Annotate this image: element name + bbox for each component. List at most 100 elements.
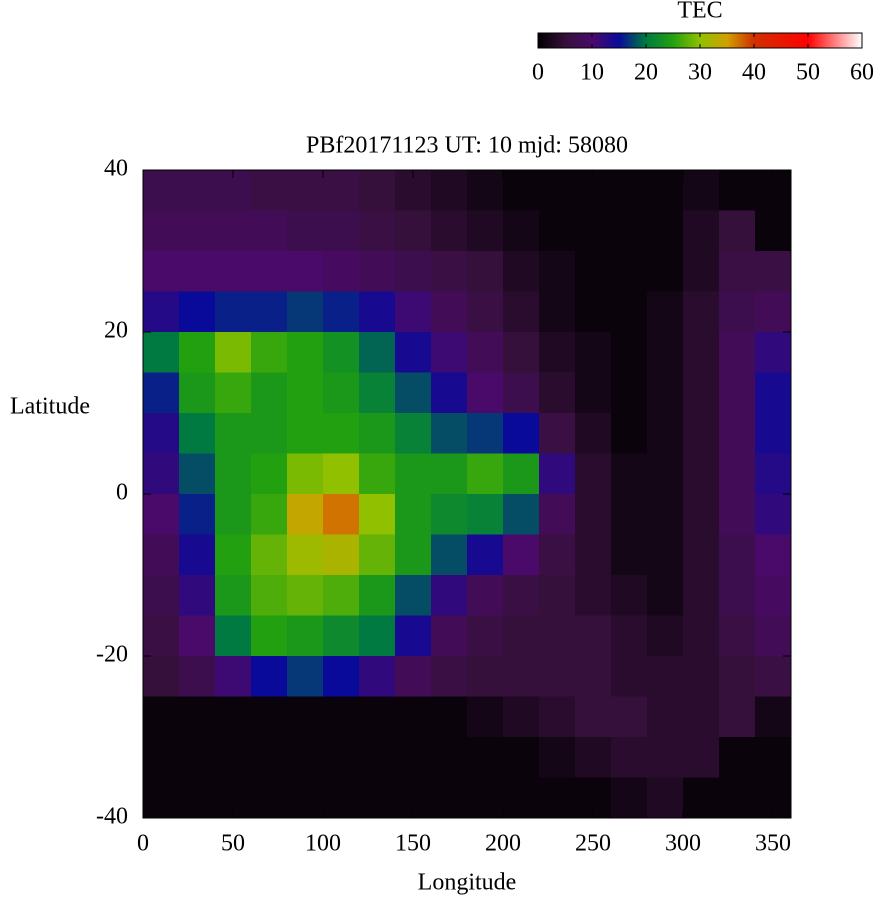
heatmap-cell [683,251,720,292]
heatmap-cell [179,615,216,657]
heatmap-cell [179,413,216,454]
heatmap-cell [503,656,540,697]
heatmap-cell [647,656,684,697]
heatmap-cell [539,737,576,778]
heatmap-cell [503,170,540,211]
y-axis-label: Latitude [10,394,90,420]
x-tick-label: 200 [485,831,521,857]
colorbar-label: TEC [677,0,722,24]
heatmap-cell [431,372,468,414]
heatmap-cell [251,575,288,616]
heatmap-cell [467,777,504,819]
heatmap-cell [611,534,648,576]
heatmap-cell [539,413,576,454]
heatmap-cell [575,210,612,252]
heatmap-cell [359,737,396,778]
heatmap-cell [215,615,252,657]
heatmap-cell [251,170,288,211]
heatmap-cell [143,170,180,211]
heatmap-cell [287,453,324,495]
heatmap-cell [395,372,432,414]
heatmap-cell [359,291,396,333]
heatmap-cell [287,494,324,535]
y-tick-label: -40 [96,804,128,830]
heatmap-cell [359,170,396,211]
heatmap-cell [647,615,684,657]
colorbar-tick-label: 10 [580,60,604,86]
heatmap-cell [719,696,756,738]
heatmap-cell [575,251,612,292]
heatmap-cell [251,210,288,252]
colorbar-tick-label: 20 [634,60,658,86]
y-tick-label: 20 [104,318,128,344]
heatmap-cell [503,534,540,576]
heatmap-cell [215,575,252,616]
heatmap-cell [251,777,288,819]
heatmap-cell [215,534,252,576]
heatmap-cell [359,615,396,657]
heatmap-cell [323,170,360,211]
heatmap-cell [251,696,288,738]
colorbar-tick-label: 40 [742,60,766,86]
heatmap-cell [647,170,684,211]
heatmap-cell [179,494,216,535]
y-tick-label: 40 [104,156,128,182]
colorbar-tick-label: 50 [796,60,820,86]
heatmap-cell [467,615,504,657]
heatmap-cell [179,251,216,292]
heatmap-cell [683,777,720,819]
heatmap-cell [611,737,648,778]
heatmap-cell [467,210,504,252]
heatmap-cell [323,332,360,373]
heatmap-cell [647,777,684,819]
heatmap-cell [719,413,756,454]
heatmap-cell [611,696,648,738]
heatmap-cell [143,777,180,819]
heatmap-cell [323,413,360,454]
heatmap-cell [143,453,180,495]
heatmap-cell [323,210,360,252]
heatmap-cell [539,332,576,373]
heatmap-cell [575,413,612,454]
heatmap-cell [395,737,432,778]
x-tick-label: 300 [665,831,701,857]
heatmap-cell [611,777,648,819]
chart-title: PBf20171123 UT: 10 mjd: 58080 [306,133,628,159]
heatmap-cell [467,170,504,211]
heatmap-cell [647,291,684,333]
heatmap-cell [575,656,612,697]
x-axis-label: Longitude [418,870,517,896]
heatmap-cell [251,656,288,697]
heatmap-cell [179,737,216,778]
heatmap-cell [395,696,432,738]
colorbar-tick-label: 0 [532,60,544,86]
heatmap-cell [647,575,684,616]
heatmap-cell [467,696,504,738]
heatmap-cell [719,656,756,697]
heatmap-cell [143,656,180,697]
heatmap-cell [503,210,540,252]
heatmap-cell [503,696,540,738]
heatmap-cell [683,534,720,576]
heatmap-cell [431,656,468,697]
heatmap-cell [575,291,612,333]
heatmap-cell [719,170,756,211]
heatmap-cell [467,494,504,535]
heatmap-cell [467,534,504,576]
heatmap-cell [359,656,396,697]
heatmap-cell [647,534,684,576]
heatmap-cell [683,494,720,535]
heatmap-cell [467,737,504,778]
heatmap-cell [611,575,648,616]
y-tick-label: -20 [96,642,128,668]
heatmap-cell [575,575,612,616]
heatmap-cell [755,656,792,697]
heatmap-cell [755,737,792,778]
heatmap-cell [575,494,612,535]
heatmap-cell [395,251,432,292]
heatmap-cell [575,737,612,778]
x-tick-label: 350 [755,831,791,857]
heatmap-cell [719,291,756,333]
heatmap-cell [323,777,360,819]
x-tick-label: 50 [221,831,245,857]
